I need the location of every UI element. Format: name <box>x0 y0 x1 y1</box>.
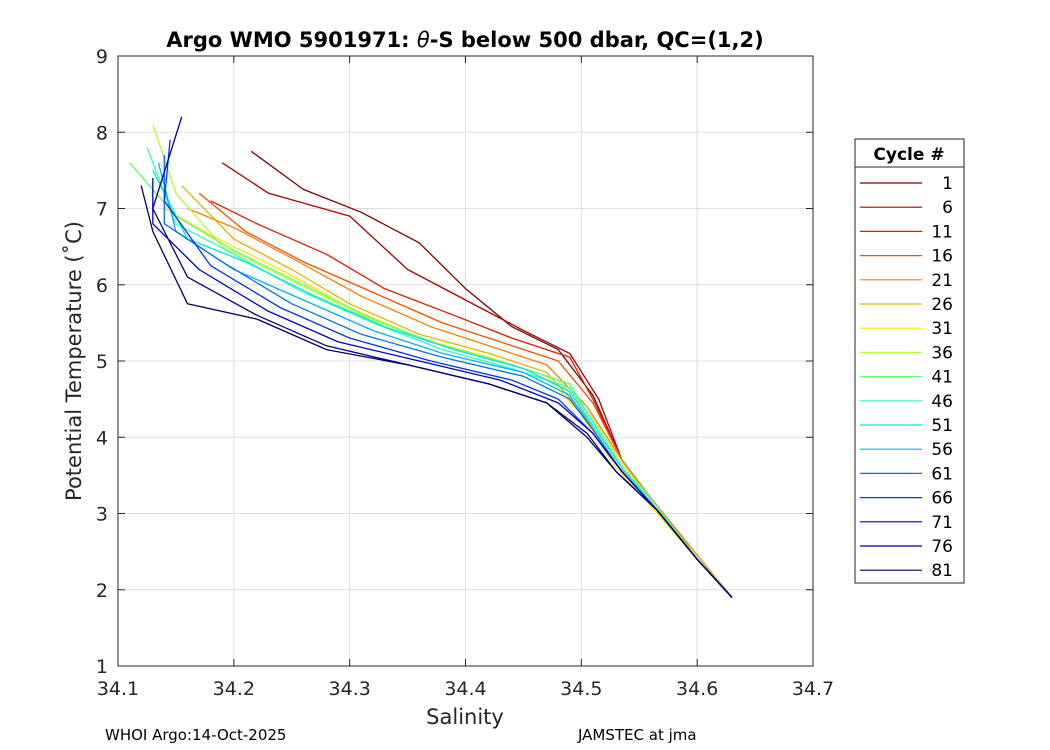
y-tick-label: 2 <box>96 580 108 602</box>
y-axis-ticks: 1 2 3 4 5 6 7 8 9 <box>96 46 813 678</box>
series-lines <box>129 116 733 598</box>
legend-label-1: 1 <box>942 174 953 194</box>
y-tick-label: 8 <box>96 122 108 144</box>
footer-source-date: WHOI Argo:14-Oct-2025 <box>105 726 287 744</box>
legend-title: Cycle # <box>873 145 944 165</box>
x-tick-label: 34.6 <box>676 678 718 700</box>
series-line-cycle-46 <box>146 147 733 598</box>
y-tick-label: 7 <box>96 199 108 221</box>
x-tick-label: 34.7 <box>792 678 834 700</box>
legend-label-21: 21 <box>931 271 953 291</box>
legend-box <box>854 138 965 584</box>
legend-label-41: 41 <box>931 368 953 388</box>
legend-label-16: 16 <box>931 247 953 267</box>
legend-label-51: 51 <box>931 416 953 436</box>
legend-label-11: 11 <box>931 222 953 242</box>
legend-label-46: 46 <box>931 392 953 412</box>
y-axis-label: Potential Temperature (˚C) <box>62 221 86 501</box>
legend-label-36: 36 <box>931 343 953 363</box>
series-line-cycle-26 <box>181 185 733 598</box>
footer-credit: JAMSTEC at jma <box>578 726 697 744</box>
legend-label-56: 56 <box>931 440 953 460</box>
legend-label-76: 76 <box>931 537 953 557</box>
legend-label-61: 61 <box>931 464 953 484</box>
legend-label-26: 26 <box>931 295 953 315</box>
y-tick-label: 9 <box>96 46 108 68</box>
legend-label-81: 81 <box>931 561 953 581</box>
x-axis-label: Salinity <box>426 705 504 729</box>
x-tick-label: 34.1 <box>97 678 139 700</box>
y-tick-label: 5 <box>96 351 108 373</box>
x-tick-label: 34.5 <box>560 678 602 700</box>
x-tick-label: 34.3 <box>329 678 371 700</box>
y-tick-label: 6 <box>96 275 108 297</box>
series-line-cycle-81 <box>140 185 733 598</box>
legend-label-71: 71 <box>931 513 953 533</box>
y-tick-label: 4 <box>96 427 108 449</box>
chart-title: Argo WMO 5901971: θ-S below 500 dbar, QC… <box>166 28 763 52</box>
legend-label-66: 66 <box>931 489 953 509</box>
legend-label-31: 31 <box>931 319 953 339</box>
y-tick-label: 3 <box>96 504 108 526</box>
x-axis-ticks: 34.1 34.2 34.3 34.4 34.5 34.6 34.7 <box>97 56 834 700</box>
legend-label-6: 6 <box>942 198 953 218</box>
x-tick-label: 34.2 <box>213 678 255 700</box>
y-tick-label: 1 <box>96 656 108 678</box>
x-tick-label: 34.4 <box>444 678 486 700</box>
